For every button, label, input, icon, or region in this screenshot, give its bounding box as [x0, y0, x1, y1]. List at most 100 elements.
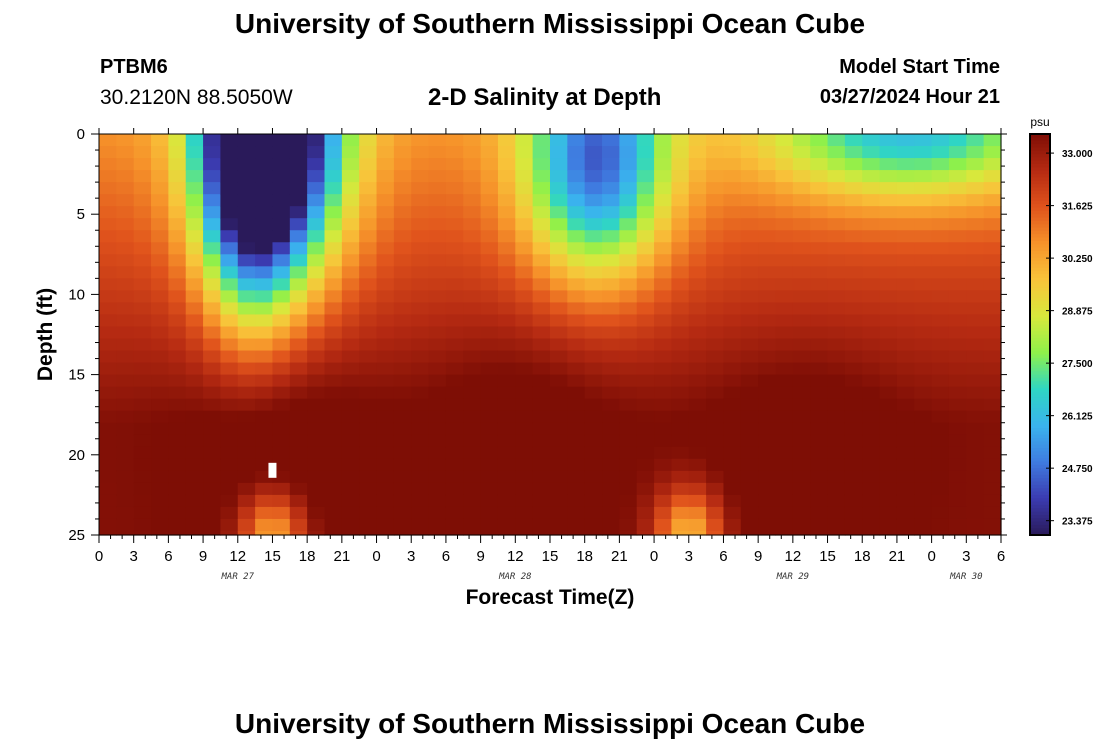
heatmap-cell	[515, 230, 534, 243]
heatmap-cell	[99, 410, 117, 424]
colorbar-swatch	[1030, 164, 1050, 169]
heatmap-cell	[220, 158, 239, 171]
colorbar-swatch	[1030, 154, 1050, 158]
heatmap-cell	[654, 494, 673, 508]
heatmap-cell	[931, 170, 950, 183]
heatmap-cell	[688, 386, 707, 400]
heatmap-cell	[931, 230, 950, 243]
colorbar-swatch	[1030, 394, 1050, 399]
heatmap-cell	[602, 326, 620, 340]
heatmap-cell	[844, 206, 863, 219]
heatmap-cell	[393, 242, 412, 255]
heatmap-cell	[480, 434, 499, 448]
heatmap-cell	[463, 242, 482, 255]
heatmap-cell	[688, 398, 707, 412]
heatmap-cell	[844, 302, 863, 316]
heatmap-cell	[584, 158, 603, 171]
heatmap-cell	[272, 398, 291, 412]
heatmap-cell	[671, 302, 690, 316]
heatmap-cell	[324, 458, 343, 472]
heatmap-cell	[636, 434, 655, 448]
heatmap-cell	[203, 410, 222, 424]
heatmap-cell	[931, 146, 950, 159]
heatmap-cell	[706, 338, 725, 352]
heatmap-cell	[671, 278, 690, 291]
heatmap-cell	[359, 362, 378, 376]
colorbar-swatch	[1030, 488, 1050, 493]
heatmap-cell	[515, 278, 534, 291]
date-label: MAR 30	[949, 572, 983, 582]
heatmap-cell	[827, 494, 846, 508]
heatmap-cell	[532, 374, 551, 388]
heatmap-cell	[792, 386, 811, 400]
heatmap-cell	[758, 278, 777, 291]
heatmap-cell	[341, 410, 360, 424]
heatmap-cell	[445, 254, 464, 267]
heatmap-cell	[99, 278, 117, 291]
heatmap-cell	[411, 206, 430, 219]
heatmap-cell	[515, 434, 534, 448]
heatmap-cell	[376, 266, 395, 279]
heatmap-cell	[445, 266, 464, 279]
heatmap-cell	[324, 314, 343, 328]
heatmap-cell	[862, 134, 881, 147]
heatmap-cell	[480, 518, 499, 532]
heatmap-cell	[185, 242, 204, 255]
colorbar-swatch	[1030, 301, 1050, 306]
heatmap-cell	[497, 158, 516, 171]
heatmap-cell	[550, 530, 568, 536]
heatmap-cell	[99, 326, 117, 340]
heatmap-cell	[359, 314, 378, 328]
heatmap-cell	[515, 338, 534, 352]
heatmap-cell	[220, 410, 239, 424]
heatmap-cell	[289, 230, 308, 243]
heatmap-cell	[862, 434, 881, 448]
heatmap-cell	[723, 518, 742, 532]
heatmap-cell	[185, 158, 204, 171]
heatmap-cell	[983, 182, 1002, 195]
heatmap-cell	[602, 170, 620, 183]
heatmap-cell	[168, 278, 187, 291]
heatmap-cell	[654, 398, 673, 412]
heatmap-cell	[775, 422, 794, 436]
heatmap-cell	[654, 158, 673, 171]
heatmap-cell	[775, 230, 794, 243]
heatmap-cell	[255, 422, 274, 436]
heatmap-cell	[289, 530, 308, 536]
heatmap-cell	[376, 506, 395, 520]
heatmap-cell	[931, 158, 950, 171]
heatmap-cell	[827, 182, 846, 195]
heatmap-cell	[810, 470, 829, 484]
heatmap-cell	[723, 434, 742, 448]
heatmap-cell	[203, 422, 222, 436]
heatmap-cell	[341, 386, 360, 400]
heatmap-cell	[584, 518, 603, 532]
heatmap-cell	[515, 362, 534, 376]
heatmap-cell	[844, 434, 863, 448]
heatmap-cell	[983, 362, 1002, 376]
colorbar-unit: psu	[1030, 115, 1049, 129]
heatmap-cell	[168, 518, 187, 532]
heatmap-cell	[636, 242, 655, 255]
colorbar-swatch	[1030, 214, 1050, 219]
heatmap-cell	[775, 350, 794, 364]
colorbar-swatch	[1030, 391, 1050, 396]
heatmap-cell	[307, 290, 326, 304]
heatmap-cell	[220, 398, 239, 412]
heatmap-cell	[220, 422, 239, 436]
heatmap-cell	[428, 218, 447, 231]
heatmap-cell	[532, 458, 551, 472]
heatmap-cell	[463, 458, 482, 472]
model-start-label: Model Start Time	[839, 56, 1000, 78]
heatmap-cell	[879, 254, 898, 267]
heatmap-cell	[272, 242, 291, 255]
colorbar-swatch	[1030, 247, 1050, 252]
heatmap-cell	[324, 158, 343, 171]
heatmap-cell	[237, 434, 256, 448]
heatmap-cell	[584, 458, 603, 472]
heatmap-cell	[758, 518, 777, 532]
heatmap-cell	[983, 290, 1002, 304]
heatmap-cell	[914, 530, 933, 536]
heatmap-cell	[966, 518, 985, 532]
heatmap-cell	[376, 134, 395, 147]
